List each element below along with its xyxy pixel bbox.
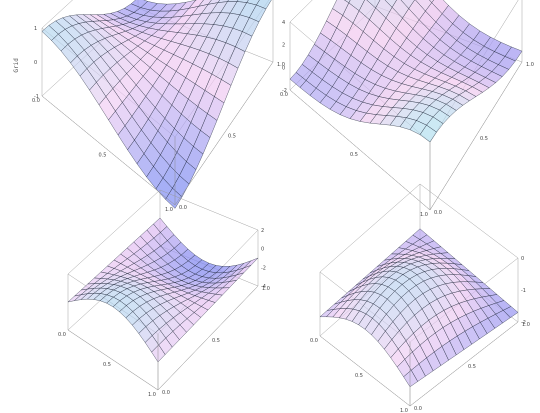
z-tick-label: 0 [34, 60, 37, 66]
box-front-edge [67, 329, 159, 391]
surface-mesh [319, 228, 519, 388]
tick-labels: 0.0 0.5 1.0 0.0 0.5 1.0 -2 0 2 4 [280, 20, 534, 218]
box-front-edge [174, 61, 274, 206]
mesh-cell [151, 344, 166, 363]
z-tick-label: 0 [261, 247, 264, 253]
y-tick-label: 1.0 [262, 286, 270, 292]
y-tick-label: 0.0 [414, 406, 422, 412]
x-tick-label: 1.0 [420, 212, 428, 218]
tick-labels: 0.0 0.5 1.0 0.0 0.5 1.0 -1 0 1 [32, 26, 285, 213]
box-front-edge [319, 335, 411, 407]
z-tick-label: -2 [282, 88, 287, 94]
y-tick-label: 0.0 [434, 210, 442, 216]
box-front-edge [409, 321, 519, 407]
tick-labels: 0.00.51.0 0.00.51.0-4-202 [58, 228, 270, 398]
y-tick-label: 1.0 [522, 322, 530, 328]
y-tick-label: 1.0 [277, 62, 285, 68]
box-front-edge [41, 95, 176, 206]
x-tick-label: 0.5 [355, 373, 363, 379]
x-tick-label: 1.0 [165, 207, 173, 213]
y-tick-label: 0.5 [212, 338, 220, 344]
x-tick-label: 0.0 [58, 332, 66, 338]
z-tick-label: -4 [261, 284, 266, 290]
y-tick-label: 0.5 [480, 136, 488, 142]
y-tick-label: 0.0 [179, 205, 187, 211]
box-front-edge [429, 61, 523, 211]
z-tick-label: 2 [261, 228, 264, 234]
z-tick-label: 0 [282, 65, 285, 71]
surface-mesh [67, 217, 259, 363]
z-tick-label: 1 [34, 26, 37, 32]
mesh-cell [165, 187, 183, 209]
z-tick-label: -2 [521, 320, 526, 326]
box-front-edge [289, 89, 431, 211]
surface-panel-1: 0.0 0.5 1.0 0.0 0.5 1.0 -1 0 1 Grid [13, 0, 285, 213]
x-tick-label: 0.0 [32, 98, 40, 104]
mesh-cell [429, 0, 434, 3]
x-tick-label: 0.5 [99, 153, 107, 159]
x-tick-label: 1.0 [400, 408, 408, 413]
surface-panel-4: 0.00.51.0 0.00.51.0-2-10 [310, 183, 530, 413]
mesh-cell [419, 124, 437, 143]
x-tick-label: 1.0 [148, 392, 156, 398]
z-tick-label: 4 [282, 20, 285, 26]
z-tick-label: -1 [521, 288, 526, 294]
y-tick-label: 0.5 [228, 134, 236, 140]
box-front-edge [157, 285, 259, 391]
z-tick-label: 2 [282, 43, 285, 49]
x-tick-label: 0.5 [103, 362, 111, 368]
z-tick-label: 0 [521, 256, 524, 262]
y-tick-label: 0.5 [468, 364, 476, 370]
surface-mesh [289, 0, 523, 143]
x-tick-label: 0.0 [280, 92, 288, 98]
z-tick-label: -2 [261, 265, 266, 271]
y-tick-label: 1.0 [526, 62, 534, 68]
z-axis-label: Grid [13, 58, 20, 73]
surface-panel-3: 0.00.51.0 0.00.51.0-4-202 [58, 189, 270, 398]
z-tick-label: -1 [34, 94, 39, 100]
x-tick-label: 0.0 [310, 338, 318, 344]
y-tick-label: 0.0 [162, 390, 170, 396]
surface-panel-2: 0.0 0.5 1.0 0.0 0.5 1.0 -2 0 2 4 [280, 0, 534, 218]
surface-mesh [41, 0, 272, 209]
x-tick-label: 0.5 [350, 152, 358, 158]
tick-labels: 0.00.51.0 0.00.51.0-2-10 [310, 256, 530, 413]
mesh-cell [403, 369, 418, 388]
